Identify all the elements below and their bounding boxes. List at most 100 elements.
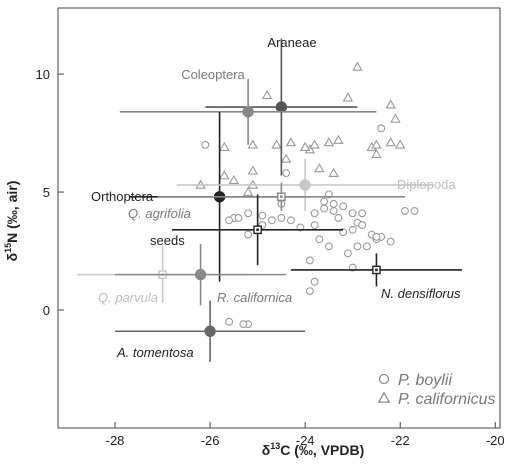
boylii-point [358,209,367,218]
legend-label: P. californicus [398,391,496,408]
axis-ticks: -28 -26 -24 -22 -20 0 5 10 [36,67,505,448]
legend: P. boylii P. californicus [377,372,496,408]
californicus-point [390,113,401,123]
source-mean-dot [280,195,283,199]
boylii-point [353,242,362,251]
boylii-point [267,216,276,225]
source-labels: Araneae Coleoptera Orthoptera Diplopoda Q. a… [91,35,461,360]
boylii-point [258,211,267,220]
californicus-point [228,174,240,185]
californicus-point [323,137,335,147]
boylii-point [329,206,338,215]
boylii-point [225,216,234,225]
californicus-point [242,186,254,196]
source-label: Q. parvula [98,290,158,305]
boylii-point [362,242,371,251]
californicus-point [394,139,406,149]
boylii-point [348,225,357,234]
legend-label: P. boylii [398,372,452,389]
boylii-point [410,206,419,215]
boylii-point [244,230,253,239]
source-mean-dot [256,228,259,232]
source-mean-marker [204,325,216,337]
x-tick-label: -20 [486,433,505,448]
boylii-point [282,169,291,178]
x-tick-label: -26 [201,433,220,448]
boylii-point [320,204,329,213]
boylii-point [372,232,381,241]
boylii-point [320,197,329,206]
boylii-point [234,214,243,222]
californicus-point [328,167,339,177]
source-a-tomentosa [115,300,306,362]
boylii-point [400,206,409,215]
boylii-point [305,256,314,265]
boylii-point [310,209,319,218]
source-mean-marker [299,179,311,191]
boylii-point [201,140,210,149]
boylii-point [244,209,253,218]
source-label: R. californica [217,290,292,305]
boylii-point [225,317,234,326]
source-label: seeds [150,233,185,248]
data-points [195,61,419,329]
boylii-point [339,202,348,211]
plot-border [57,7,501,429]
source-n-densiflorus [290,253,462,287]
californicus-point [280,153,292,163]
source-label: Coleoptera [181,67,245,82]
source-mean-marker [275,101,288,113]
source-mean-marker [194,268,207,281]
x-tick-label: -28 [106,433,125,448]
californicus-point [261,89,273,100]
boylii-point [286,216,295,225]
californicus-point [385,99,396,109]
x-tick-label: -24 [296,433,315,448]
boylii-point [310,277,319,286]
source-coleoptera [119,78,377,145]
x-tick-label: -22 [391,433,410,448]
californicus-point [333,134,344,144]
source-seeds [172,194,344,266]
boylii-point [329,199,338,208]
y-tick-label: 5 [43,185,50,200]
boylii-point [377,124,386,133]
source-diplopoda [176,159,434,211]
source-label: N. densiflorus [381,286,461,301]
source-label: Diplopoda [397,177,456,192]
boylii-point [239,320,248,329]
californicus-point [371,148,382,159]
source-mean-dot [375,268,378,272]
source-label: Q. agrifolia [128,206,191,221]
source-q-agrifolia [157,182,405,211]
californicus-point [299,141,311,151]
boylii-point [305,287,314,296]
source-label: A. tomentosa [116,345,194,360]
legend-circle-icon [378,373,390,385]
boylii-point [277,214,286,222]
source-r-californica [115,243,287,306]
boylii-point [358,221,367,230]
source-mean-marker [242,106,254,118]
californicus-point [314,163,325,173]
y-tick-label: 0 [43,303,50,318]
californicus-point [271,139,282,149]
californicus-point [352,61,363,71]
source-errorbars [77,38,462,362]
boylii-point [334,214,343,222]
californicus-point [219,141,230,151]
californicus-point [247,165,259,175]
source-label: Araneae [267,35,316,50]
boylii-point [324,242,333,251]
legend-triangle-icon [377,391,391,403]
californicus-point [371,139,382,149]
boylii-point [310,221,319,230]
y-axis-label: δ15N (‰, air) [3,181,20,262]
boylii-point [315,235,324,244]
y-tick-label: 10 [36,67,50,82]
californicus-point [219,170,230,180]
californicus-point [309,139,320,149]
boylii-point [386,237,395,246]
source-araneae [205,38,358,176]
